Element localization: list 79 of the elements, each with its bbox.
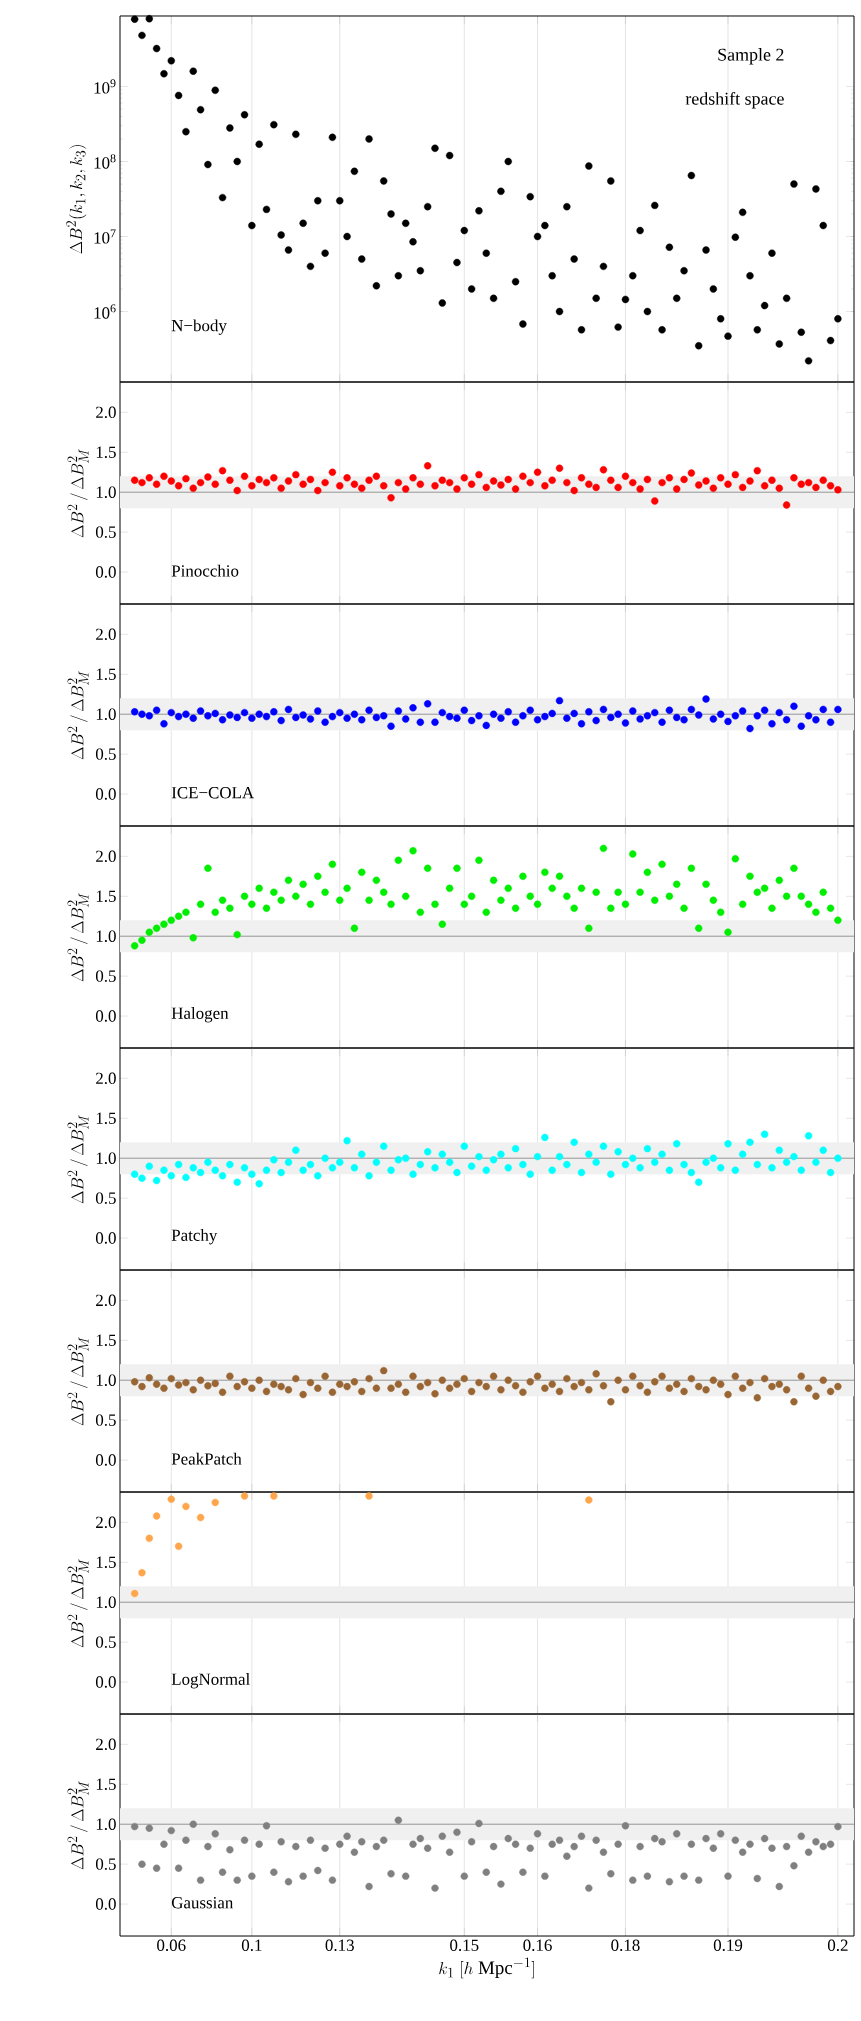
y-tick-label: 0.0 bbox=[95, 1010, 116, 1022]
text: ICE−COLA bbox=[171, 787, 255, 799]
y-tick-label: 1.0 bbox=[96, 1596, 116, 1608]
point bbox=[365, 1492, 373, 1500]
point bbox=[211, 1498, 219, 1507]
x-tick-label: 0.2 bbox=[827, 1939, 848, 1952]
y-tick-label: 1.0 bbox=[96, 1152, 116, 1164]
y-tick-label: 1.0 bbox=[96, 708, 116, 720]
y-axis-title: $\Delta B^{2}\,/\,\Delta B^{2}_{M}$ bbox=[67, 1115, 89, 1204]
y-tick-label: 0.5 bbox=[95, 748, 116, 760]
text: Pinocchio bbox=[171, 564, 239, 577]
x-tick-label: 0.15 bbox=[450, 1939, 479, 1952]
y-tick-label: 2.0 bbox=[96, 628, 116, 641]
y-tick-label: 1.0 bbox=[96, 930, 116, 942]
x-tick-label: 0.16 bbox=[523, 1939, 552, 1952]
y-axis-title: $\Delta B^{2}\,/\,\Delta B^{2}_{M}$ bbox=[67, 1337, 89, 1426]
y-tick-label: 1.5 bbox=[96, 446, 116, 458]
y-tick-label: 10$^{7}$ bbox=[94, 229, 116, 244]
text: N−body bbox=[171, 319, 227, 335]
series-label: Gaussian bbox=[171, 1897, 234, 1909]
y-tick-label: 10$^{9}$ bbox=[94, 79, 116, 94]
text: Patchy bbox=[171, 1229, 218, 1245]
y-tick-label: 10$^{6}$ bbox=[94, 304, 116, 319]
point bbox=[152, 1512, 161, 1520]
point bbox=[174, 1542, 183, 1551]
point bbox=[130, 1589, 139, 1598]
y-tick-label: 1.5 bbox=[96, 890, 116, 902]
x-tick-label: 0.18 bbox=[611, 1939, 640, 1952]
y-tick-label: 0.5 bbox=[95, 970, 116, 982]
point bbox=[138, 1568, 146, 1577]
point bbox=[240, 1492, 249, 1500]
y-tick-label: 2.0 bbox=[96, 1294, 116, 1307]
y-axis-title: $\Delta B^{2}\,/\,\Delta B^{2}_{M}$ bbox=[67, 671, 89, 760]
y-tick-label: 2.0 bbox=[96, 1516, 116, 1529]
y-tick-label: 0.0 bbox=[95, 1676, 116, 1688]
y-tick-label: 1.5 bbox=[96, 1778, 116, 1790]
point bbox=[585, 1496, 593, 1504]
text: LogNormal bbox=[171, 1673, 250, 1689]
x-tick-label: 0.13 bbox=[325, 1939, 354, 1952]
y-axis-title: $\Delta B^{2}\,/\,\Delta B^{2}_{M}$ bbox=[67, 1559, 89, 1648]
y-tick-label: 10$^{8}$ bbox=[94, 154, 116, 169]
x-tick-label: 0.19 bbox=[713, 1939, 743, 1952]
y-tick-label: 2.0 bbox=[96, 1738, 116, 1751]
y-tick-label: 0.0 bbox=[95, 1232, 116, 1244]
x-tick-label: 0.06 bbox=[157, 1939, 186, 1952]
y-tick-label: 2.0 bbox=[96, 1072, 116, 1085]
y-tick-label: 1.5 bbox=[96, 1556, 116, 1568]
x-axis-title: $k_{1}\ [h\ \mathrm{Mpc}^{-1}]$ bbox=[439, 1957, 534, 1979]
y-tick-label: 0.0 bbox=[95, 566, 116, 578]
point bbox=[167, 1495, 175, 1503]
point bbox=[145, 1534, 153, 1543]
y-axis-title: $\Delta B^{2}\,/\,\Delta B^{2}_{M}$ bbox=[67, 893, 89, 982]
point bbox=[196, 1513, 205, 1522]
x-tick-label: 0.1 bbox=[241, 1939, 262, 1952]
y-tick-label: 1.0 bbox=[96, 1374, 116, 1386]
text: PeakPatch bbox=[171, 1452, 242, 1465]
y-tick-label: 0.0 bbox=[95, 788, 116, 800]
y-axis-title: $\Delta B^{2}(k_{1},k_{2},k_{3})$ bbox=[66, 145, 87, 254]
text: Halogen bbox=[171, 1007, 229, 1023]
y-axis-title: $\Delta B^{2}\,/\,\Delta B^{2}_{M}$ bbox=[67, 1781, 89, 1870]
y-tick-label: 1.5 bbox=[96, 1334, 116, 1346]
y-tick-label: 0.5 bbox=[95, 1414, 116, 1426]
y-tick-label: 1.5 bbox=[96, 1112, 116, 1124]
y-axis-title: $\Delta B^{2}\,/\,\Delta B^{2}_{M}$ bbox=[67, 449, 89, 538]
annotation: redshift space bbox=[685, 91, 784, 109]
annotation: Sample 2 bbox=[718, 48, 784, 65]
point bbox=[270, 1492, 278, 1500]
y-tick-label: 1.0 bbox=[96, 1818, 116, 1830]
y-tick-label: 1.0 bbox=[96, 486, 116, 498]
point bbox=[182, 1502, 190, 1511]
y-tick-label: 0.0 bbox=[95, 1898, 116, 1910]
y-tick-label: 2.0 bbox=[96, 850, 116, 863]
y-tick-label: 2.0 bbox=[96, 406, 116, 419]
y-tick-label: 0.5 bbox=[95, 1858, 116, 1870]
y-tick-label: 0.0 bbox=[95, 1454, 116, 1466]
y-tick-label: 0.5 bbox=[95, 1192, 116, 1204]
y-tick-label: 0.5 bbox=[95, 1636, 116, 1648]
y-tick-label: 1.5 bbox=[96, 668, 116, 680]
y-tick-label: 0.5 bbox=[95, 526, 116, 538]
